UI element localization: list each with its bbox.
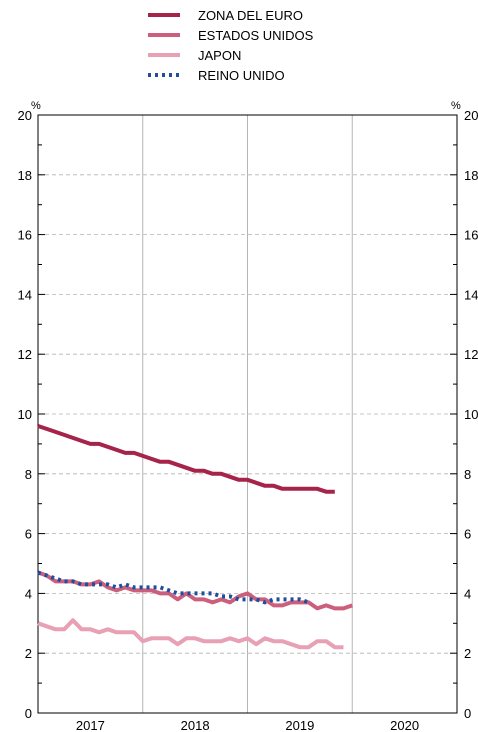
- y-tick-label-left: 0: [25, 706, 32, 721]
- y-tick-label-left: 20: [18, 108, 32, 123]
- x-tick-label: 2019: [285, 718, 314, 732]
- grid: [38, 115, 457, 713]
- y-tick-label-right: 10: [464, 407, 478, 422]
- y-tick-label-right: 14: [464, 287, 478, 302]
- x-tick-label: 2018: [181, 718, 210, 732]
- y-tick-label-left: 18: [18, 168, 32, 183]
- y-tick-label-right: 0: [464, 706, 471, 721]
- y-tick-label-left: 14: [18, 287, 32, 302]
- y-unit-right: %: [451, 100, 461, 112]
- line-reino-unido: [37, 570, 310, 605]
- y-tick-label-left: 8: [25, 467, 32, 482]
- x-tick-label: 2020: [390, 718, 419, 732]
- y-tick-label-right: 18: [464, 168, 478, 183]
- series-lines: [37, 424, 353, 650]
- line-estados-unidos: [37, 570, 353, 611]
- y-tick-label-right: 2: [464, 646, 471, 661]
- y-tick-label-right: 12: [464, 347, 478, 362]
- y-tick-label-right: 8: [464, 467, 471, 482]
- legend-label-japon: JAPON: [198, 48, 241, 63]
- legend-label-estados-unidos: ESTADOS UNIDOS: [198, 28, 314, 43]
- y-tick-label-right: 20: [464, 108, 478, 123]
- y-tick-label-left: 4: [25, 586, 32, 601]
- y-tick-label-left: 6: [25, 527, 32, 542]
- legend-label-reino-unido: REINO UNIDO: [198, 68, 285, 83]
- y-tick-label-right: 6: [464, 527, 471, 542]
- y-tick-label-right: 4: [464, 586, 471, 601]
- y-tick-label-left: 12: [18, 347, 32, 362]
- legend-label-zona-del-euro: ZONA DEL EURO: [198, 8, 303, 23]
- y-tick-label-left: 10: [18, 407, 32, 422]
- line-japon: [37, 618, 344, 650]
- y-tick-label-left: 2: [25, 646, 32, 661]
- x-tick-label: 2017: [76, 718, 105, 732]
- line-zona-del-euro: [37, 424, 335, 494]
- legend: ZONA DEL EURO ESTADOS UNIDOS JAPON REINO…: [148, 8, 314, 83]
- y-tick-label-left: 16: [18, 228, 32, 243]
- y-tick-label-right: 16: [464, 228, 478, 243]
- y-unit-left: %: [31, 100, 41, 112]
